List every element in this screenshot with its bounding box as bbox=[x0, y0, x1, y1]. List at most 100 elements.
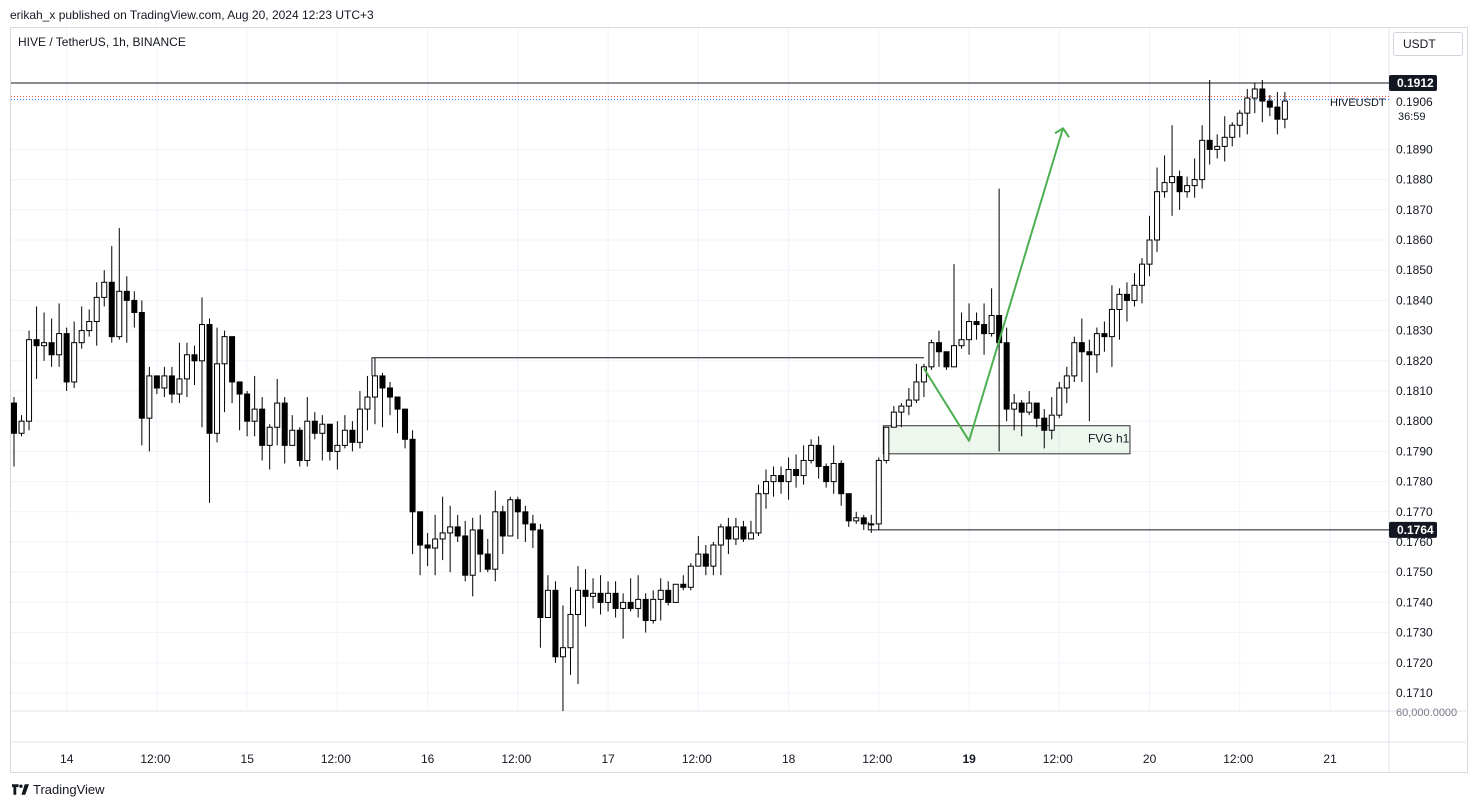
price-axis-tick: 0.1730 bbox=[1396, 626, 1433, 640]
candle-up bbox=[898, 405, 905, 413]
candle-down bbox=[311, 420, 318, 434]
candle-up bbox=[214, 363, 221, 434]
horizontal-ray-level[interactable] bbox=[371, 357, 924, 376]
volume-axis-label: 60,000.0000 bbox=[1396, 707, 1457, 719]
candle-down bbox=[973, 321, 980, 326]
candle-down bbox=[454, 526, 461, 537]
candle-up bbox=[289, 429, 296, 446]
candle-down bbox=[33, 339, 40, 347]
brand-name: TradingView bbox=[33, 782, 105, 797]
candle-up bbox=[672, 583, 679, 603]
candle-down bbox=[191, 354, 198, 362]
price-axis-tick: 0.1820 bbox=[1396, 354, 1433, 368]
candle-down bbox=[1101, 333, 1108, 338]
candle-up bbox=[439, 532, 446, 540]
candle-down bbox=[665, 589, 672, 603]
candle-up bbox=[868, 523, 875, 526]
candle-down bbox=[860, 517, 867, 525]
candle-down bbox=[229, 336, 236, 383]
candle-up bbox=[507, 499, 514, 537]
candle-down bbox=[537, 529, 544, 618]
currency-unit-button[interactable]: USDT bbox=[1393, 32, 1463, 56]
time-axis-tick: 18 bbox=[782, 752, 796, 766]
candle-down bbox=[1041, 417, 1048, 431]
candle-up bbox=[161, 375, 168, 389]
candle-down bbox=[48, 342, 55, 356]
candle-up bbox=[635, 598, 642, 609]
price-axis-tick: 0.1870 bbox=[1396, 203, 1433, 217]
fvg-zone[interactable] bbox=[882, 425, 1131, 455]
candle-up bbox=[905, 399, 912, 407]
price-label-tag[interactable] bbox=[1389, 74, 1437, 91]
candle-up bbox=[1048, 414, 1055, 431]
candle-up bbox=[763, 481, 769, 495]
candle-down bbox=[680, 583, 687, 588]
candle-up bbox=[334, 444, 341, 452]
time-axis-tick: 12:00 bbox=[682, 752, 712, 766]
candle-up bbox=[1221, 136, 1228, 147]
candle-up bbox=[966, 321, 973, 341]
candle-down bbox=[1123, 293, 1130, 301]
candle-up bbox=[650, 598, 657, 622]
price-axis-tick: 0.1860 bbox=[1396, 233, 1433, 247]
candle-up bbox=[304, 420, 311, 461]
candle-down bbox=[725, 526, 732, 540]
candle-down bbox=[793, 469, 800, 477]
candle-down bbox=[612, 592, 619, 609]
price-label-tag[interactable] bbox=[1389, 521, 1437, 538]
price-axis-tick: 0.1830 bbox=[1396, 324, 1433, 338]
candle-down bbox=[514, 499, 521, 513]
projection-path[interactable] bbox=[923, 127, 1064, 442]
candle-up bbox=[544, 589, 551, 619]
price-axis-tick: 0.1800 bbox=[1396, 414, 1433, 428]
publisher-line: erikah_x published on TradingView.com, A… bbox=[10, 8, 374, 22]
candle-up bbox=[1251, 88, 1258, 99]
candle-down bbox=[642, 598, 649, 622]
candle-up bbox=[56, 333, 63, 356]
candle-down bbox=[206, 324, 213, 434]
footer-brand[interactable]: TradingView bbox=[12, 782, 105, 797]
price-axis-tick: 0.1720 bbox=[1396, 656, 1433, 670]
candle-up bbox=[78, 330, 85, 344]
candle-up bbox=[1063, 375, 1070, 389]
candle-up bbox=[251, 408, 258, 422]
candle-up bbox=[356, 408, 363, 443]
candle-up bbox=[1056, 387, 1063, 416]
candle-up bbox=[620, 601, 627, 609]
symbol-title[interactable]: HIVE / TetherUS, 1h, BINANCE bbox=[18, 35, 186, 49]
candle-up bbox=[1026, 402, 1033, 413]
candle-up bbox=[176, 378, 183, 395]
candle-up bbox=[86, 321, 93, 332]
price-axis-tick: 0.1850 bbox=[1396, 263, 1433, 277]
candle-up bbox=[695, 553, 702, 567]
candle-up bbox=[364, 396, 371, 410]
candle-down bbox=[131, 299, 138, 313]
candle-up bbox=[717, 526, 724, 546]
horizontal-ray-level[interactable] bbox=[867, 521, 1389, 531]
candle-up bbox=[800, 459, 807, 477]
time-axis-tick: 17 bbox=[601, 752, 615, 766]
price-axis-tick: 0.1740 bbox=[1396, 595, 1433, 609]
candle-up bbox=[1169, 176, 1176, 184]
candle-down bbox=[424, 544, 431, 549]
candle-up bbox=[710, 544, 717, 567]
candle-down bbox=[981, 324, 988, 335]
candle-up bbox=[1236, 112, 1243, 126]
candle-down bbox=[379, 375, 386, 389]
price-axis-tick: 0.1880 bbox=[1396, 173, 1433, 187]
candle-down bbox=[244, 393, 251, 422]
price-label-text: 0.1912 bbox=[1397, 76, 1434, 90]
candle-down bbox=[1018, 402, 1025, 413]
candle-down bbox=[627, 601, 634, 609]
candle-up bbox=[1281, 100, 1288, 120]
candle-down bbox=[943, 351, 950, 368]
candle-down bbox=[1206, 139, 1213, 150]
candle-up bbox=[319, 423, 326, 434]
candle-down bbox=[417, 511, 424, 546]
candle-up bbox=[928, 342, 935, 368]
candle-up bbox=[1244, 97, 1251, 114]
candle-down bbox=[387, 387, 393, 398]
candle-down bbox=[778, 475, 785, 483]
candle-up bbox=[1071, 342, 1078, 377]
